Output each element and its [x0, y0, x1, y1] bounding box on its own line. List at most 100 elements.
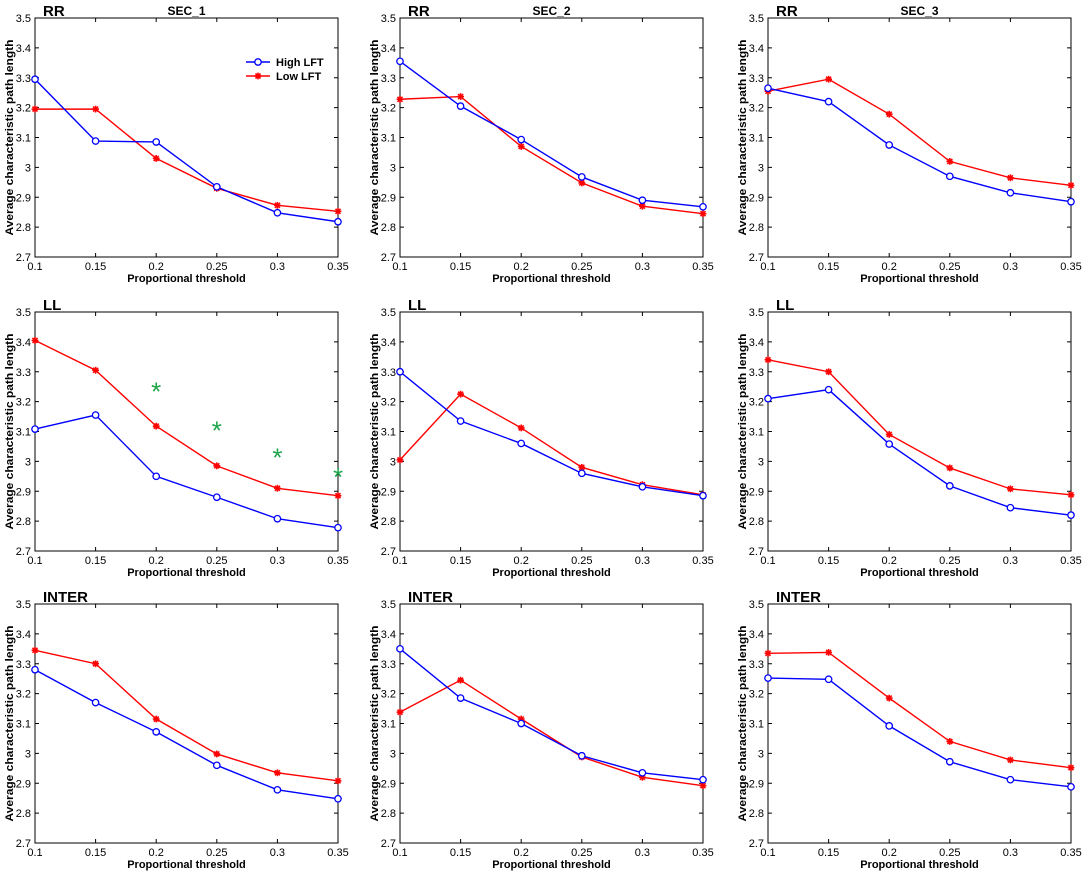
panel-column-title: SEC_2 [532, 4, 570, 18]
legend: High LFT Low LFT [246, 56, 324, 83]
x-tick-label: 0.35 [692, 847, 713, 859]
point-low-lft-d [396, 456, 404, 463]
x-axis-label: Proportional threshold [127, 567, 246, 579]
series-line-low-lft [399, 679, 704, 787]
axes-box [399, 311, 704, 552]
y-axis-label: Average characteristic path length [4, 625, 16, 821]
point-low-lft-d [1067, 491, 1075, 498]
point-low-lft-d [274, 202, 281, 209]
point-high-lft [456, 102, 465, 110]
legend-anchor [246, 56, 247, 57]
point-low-lft-d [92, 660, 99, 667]
point-high-lft [577, 751, 586, 760]
x-tick-label: 0.1 [760, 261, 775, 273]
y-tick-label: 3.2 [16, 397, 31, 409]
x-tick-label: 0.1 [760, 555, 775, 567]
point-low-lft-d [946, 464, 953, 472]
y-tick-label: 3.1 [381, 427, 396, 439]
x-tick-label: 0.1 [392, 847, 407, 859]
y-tick-label: 3.3 [749, 659, 764, 671]
y-tick-label: 3.1 [381, 133, 396, 145]
x-axis-label: Proportional threshold [860, 859, 979, 871]
series-line-low-lft [399, 393, 704, 496]
point-high-lft [885, 141, 894, 149]
x-axis-label: Proportional threshold [127, 859, 246, 871]
point-high-lft [212, 761, 221, 770]
y-axis-label: Average characteristic path length [737, 625, 749, 821]
y-tick-label: 3.4 [16, 43, 31, 55]
axes-box [399, 603, 704, 844]
x-tick-label: 0.3 [1003, 555, 1018, 567]
x-axis-label: Proportional threshold [492, 567, 611, 579]
x-tick-label: 0.2 [514, 261, 529, 273]
point-low-lft-d [213, 462, 220, 469]
x-tick-label: 0.15 [450, 261, 471, 273]
x-tick-label: 0.15 [818, 555, 839, 567]
point-high-lft [1067, 197, 1075, 206]
point-high-lft [273, 514, 282, 523]
y-tick-label: 2.7 [749, 252, 764, 264]
y-tick-label: 2.8 [749, 222, 764, 234]
y-tick-label: 3.4 [16, 629, 31, 641]
point-low-lft-d [946, 158, 953, 165]
x-tick-label: 0.25 [571, 847, 592, 859]
y-tick-label: 3.3 [381, 73, 396, 85]
point-low-lft-d [946, 738, 953, 745]
x-tick-label: 0.35 [327, 847, 348, 859]
axes-box [767, 603, 1072, 844]
y-tick-label: 3.1 [381, 719, 396, 731]
significance-asterisk: * [333, 462, 343, 492]
series-line-high-lft [399, 648, 704, 781]
panel-row-title: INTER [43, 589, 88, 606]
series-line-high-lft [767, 677, 1072, 788]
panel-rr-2: 2.7 2.8 2.9 3 3.1 3.2 3.3 3.4 3.5 0.1 0.15 0.2 0.25 0… [369, 3, 714, 285]
legend-label-high: High LFT [276, 57, 324, 69]
series-line-high-lft [34, 414, 339, 529]
y-tick-label: 3.4 [749, 337, 764, 349]
y-tick-label: 3.3 [381, 659, 396, 671]
y-tick-label: 3 [25, 162, 31, 174]
y-tick-label: 3.5 [749, 599, 764, 611]
point-low-lft-d [518, 424, 525, 431]
x-tick-label: 0.25 [571, 555, 592, 567]
x-tick-label: 0.15 [818, 261, 839, 273]
y-tick-label: 3.3 [749, 367, 764, 379]
x-tick-label: 0.25 [206, 847, 227, 859]
point-high-lft [334, 523, 342, 532]
y-tick-label: 2.8 [16, 222, 31, 234]
y-tick-label: 3.3 [749, 73, 764, 85]
point-high-lft [764, 674, 772, 682]
y-tick-label: 2.9 [16, 192, 31, 204]
x-tick-label: 0.2 [882, 261, 897, 273]
panel-row-title: RR [43, 3, 65, 20]
y-tick-label: 2.7 [16, 838, 31, 850]
point-high-lft [396, 367, 404, 376]
x-tick-label: 0.15 [85, 847, 106, 859]
point-low-lft-d [334, 208, 342, 215]
y-tick-label: 3.5 [749, 13, 764, 25]
x-tick-label: 0.35 [327, 261, 348, 273]
x-tick-label: 0.15 [85, 261, 106, 273]
point-high-lft [334, 217, 342, 226]
significance-asterisk: * [272, 442, 282, 472]
y-tick-label: 3.1 [16, 133, 31, 145]
x-tick-label: 0.25 [939, 261, 960, 273]
point-low-lft-d [457, 677, 464, 684]
panel-row-title: LL [43, 297, 61, 314]
y-tick-label: 3 [25, 748, 31, 760]
y-tick-label: 3.4 [381, 337, 396, 349]
point-high-lft [885, 722, 894, 730]
point-high-lft [577, 173, 586, 181]
series-line-low-lft [399, 95, 704, 215]
y-tick-label: 3 [758, 748, 764, 760]
point-low-lft-d [213, 750, 220, 758]
y-tick-label: 2.8 [381, 222, 396, 234]
axes-box [767, 311, 1072, 552]
point-low-lft-d [886, 695, 893, 702]
x-tick-label: 0.35 [692, 261, 713, 273]
point-low-lft-d [1007, 756, 1014, 764]
point-high-lft [273, 785, 282, 794]
point-high-lft [456, 417, 465, 425]
point-low-lft-d [274, 485, 281, 492]
y-tick-label: 3.5 [16, 599, 31, 611]
